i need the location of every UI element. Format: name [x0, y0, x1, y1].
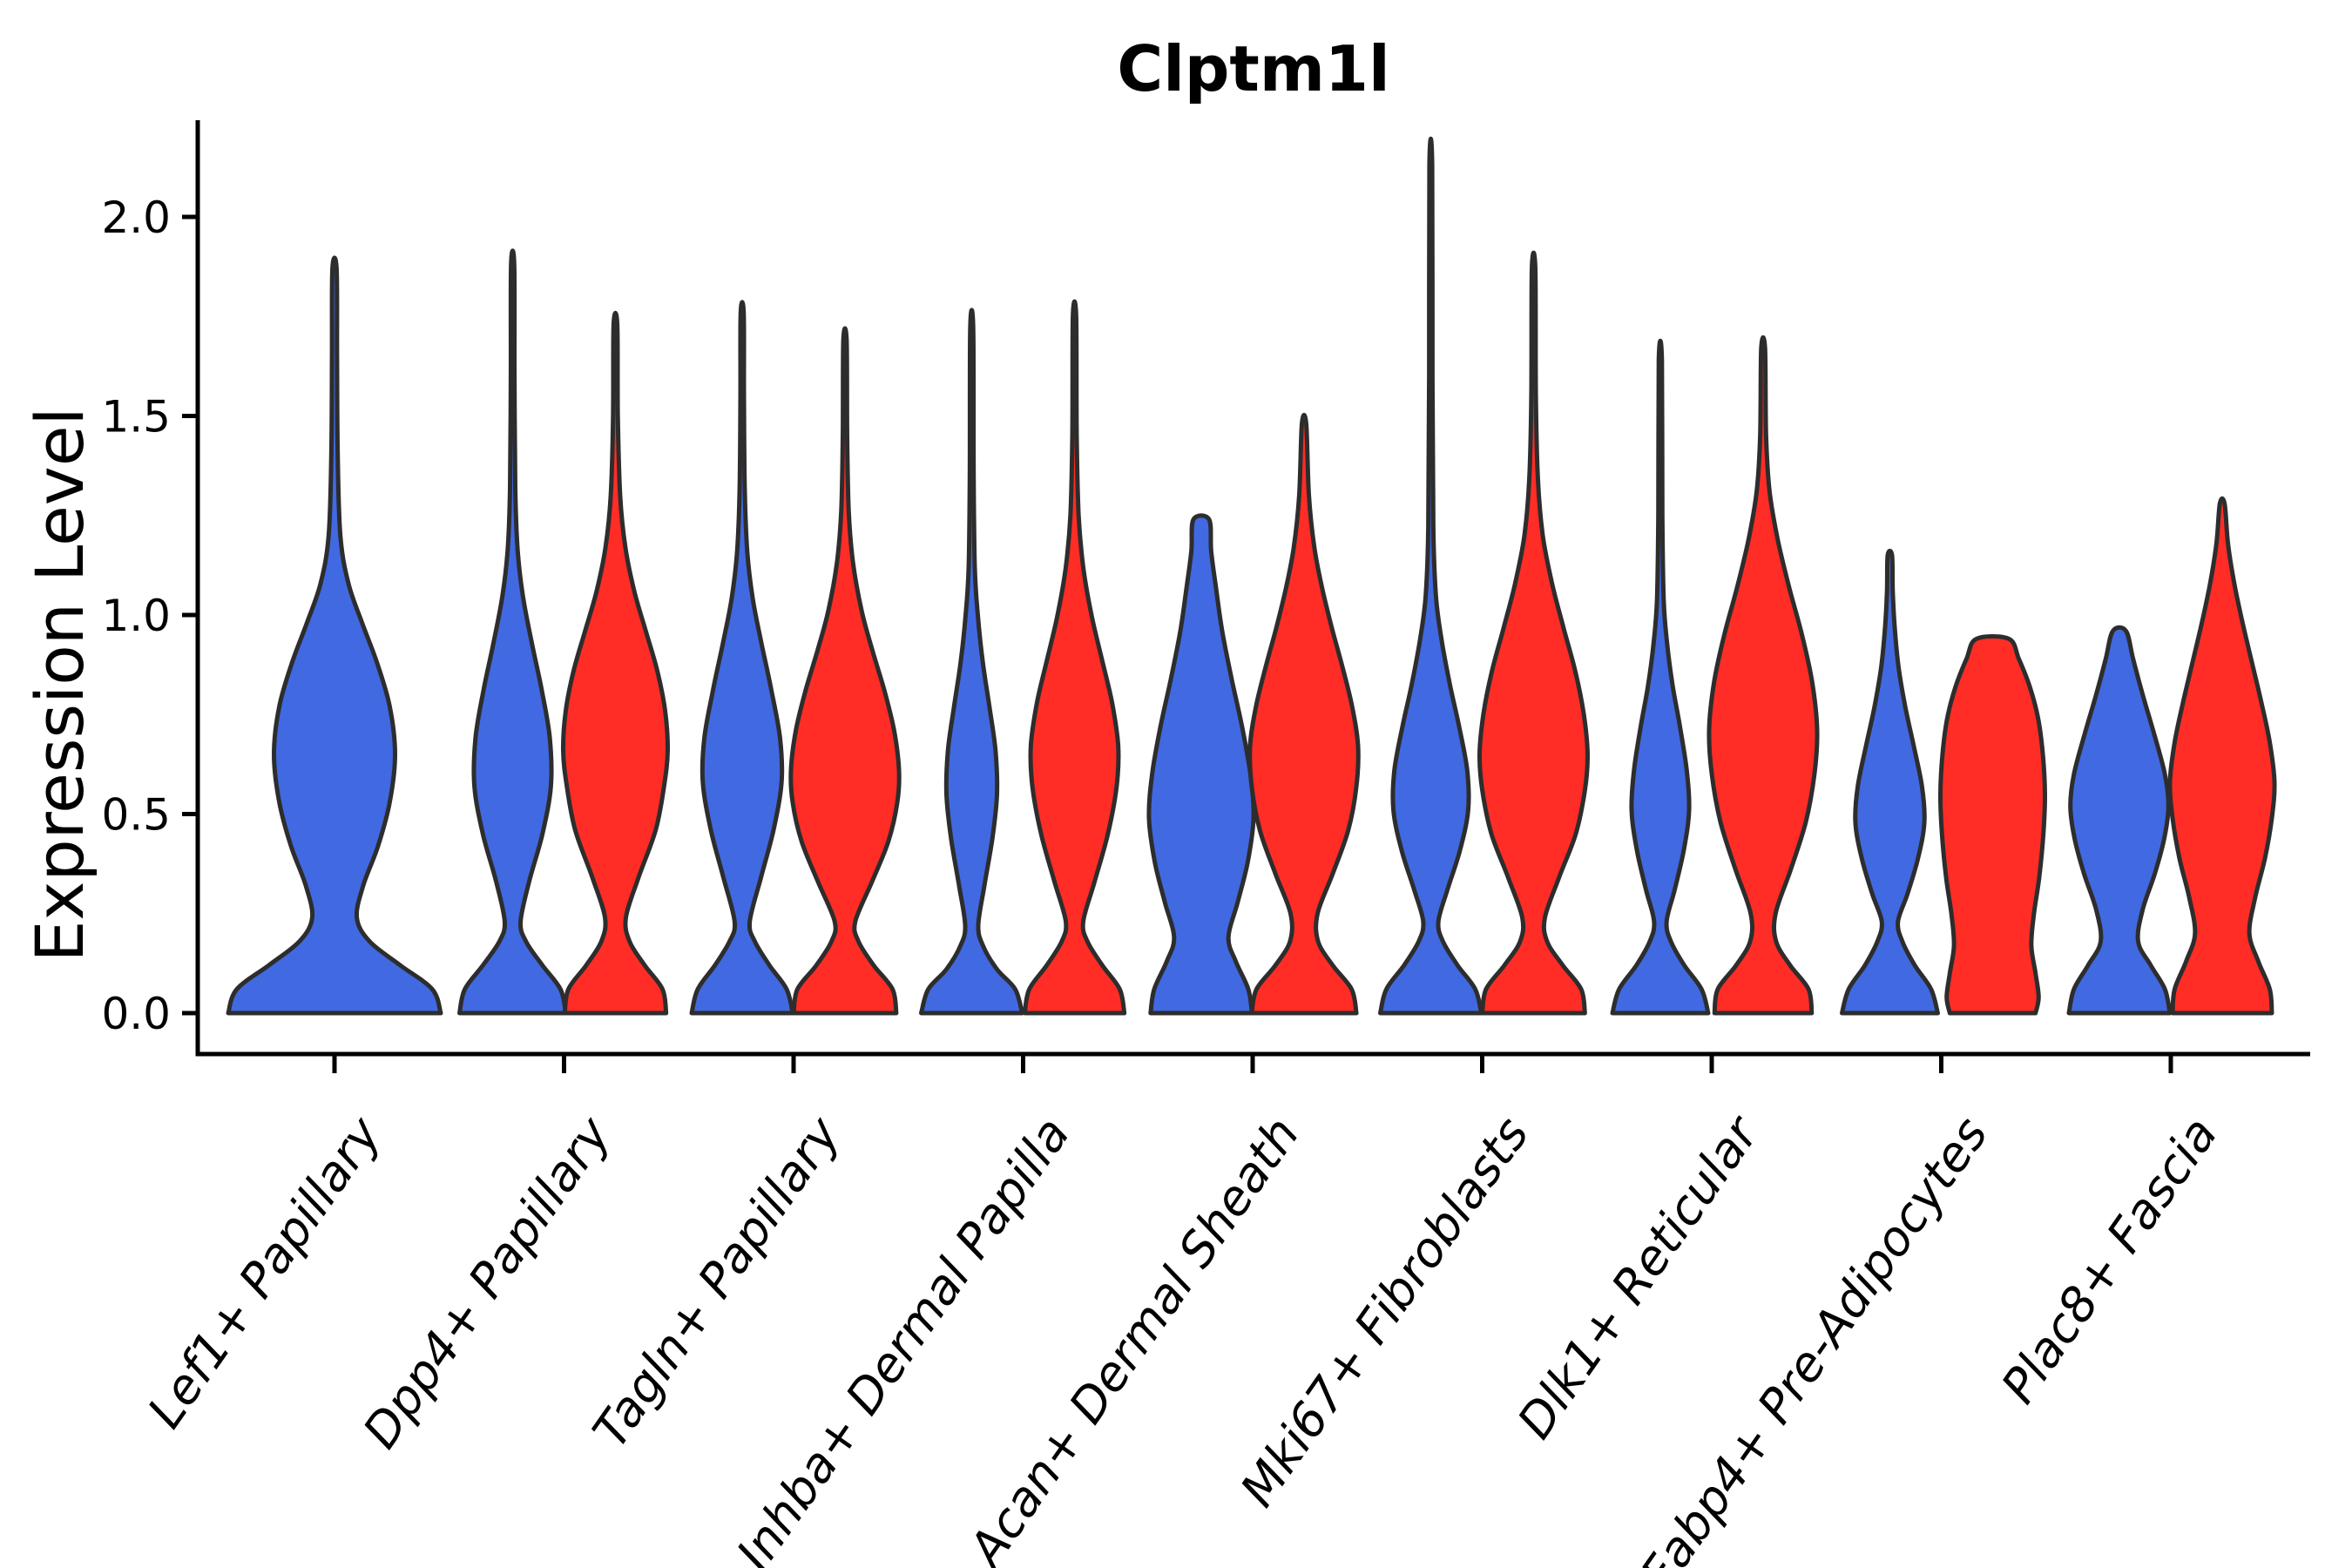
x-category-label: Plac8+ Fascia	[1990, 1107, 2228, 1413]
y-tick-label: 0.0	[101, 989, 171, 1039]
violin-blue-7	[1840, 548, 1940, 1016]
x-category-label: Lef1+ Papillary	[137, 1106, 393, 1438]
violin-blue-2	[689, 300, 795, 1016]
y-tick-label: 1.5	[101, 392, 171, 443]
violin-group	[226, 136, 2277, 1016]
violin-blue-8	[2066, 625, 2173, 1016]
y-axis-label: Expression Level	[21, 407, 98, 962]
x-category-label: Dpp4+ Papillary	[352, 1106, 622, 1458]
y-ticks: 0.0 0.5 1.0 1.5 2.0	[101, 193, 198, 1039]
x-category-label: Dlk1+ Reticular	[1506, 1105, 1770, 1449]
violin-red-4	[1247, 412, 1361, 1016]
chart-title: Clptm1l	[1117, 32, 1389, 105]
violin-red-5	[1477, 250, 1591, 1016]
violin-red-7	[1937, 634, 2048, 1016]
y-tick-label: 2.0	[101, 193, 171, 243]
y-tick-label: 0.5	[101, 790, 171, 841]
violin-red-3	[1022, 299, 1127, 1016]
violin-red-8	[2167, 496, 2277, 1016]
violin-blue-1	[457, 248, 568, 1016]
violin-blue-4	[1146, 513, 1256, 1016]
violin-red-6	[1707, 335, 1820, 1016]
violin-blue-6	[1610, 338, 1711, 1016]
y-tick-label: 1.0	[101, 591, 171, 641]
violin-red-1	[560, 310, 671, 1016]
violin-blue-0	[226, 255, 443, 1016]
violin-red-2	[788, 326, 902, 1016]
x-category-label: Tagln+ Papillary	[582, 1106, 851, 1458]
violin-blue-3	[919, 308, 1024, 1016]
violin-blue-5	[1378, 136, 1484, 1016]
